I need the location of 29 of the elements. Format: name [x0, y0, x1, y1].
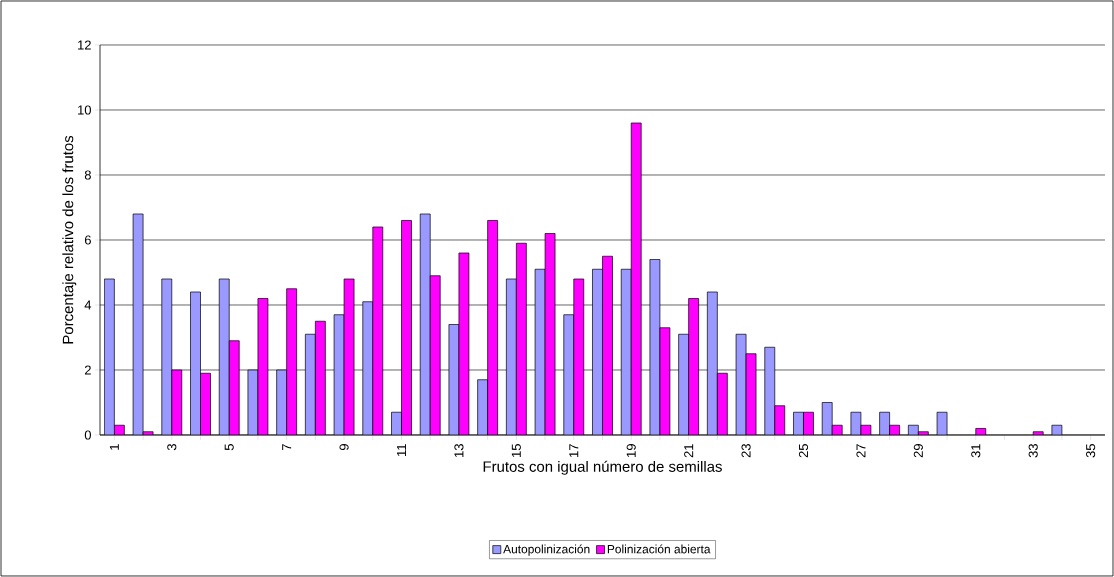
- y-tick-label: 12: [78, 40, 91, 50]
- x-axis-title: Frutos con igual número de semillas: [483, 460, 722, 475]
- x-tick-label: 17: [569, 444, 579, 457]
- x-tick-label: 35: [1086, 444, 1096, 458]
- x-tick-label: 13: [454, 444, 464, 457]
- legend-label: Autopolinización: [503, 544, 590, 556]
- x-tick-label: 19: [626, 444, 636, 457]
- x-tick-label: 31: [971, 444, 981, 458]
- legend-label: Polinización abierta: [607, 544, 711, 554]
- x-tick-label: 11: [397, 444, 406, 456]
- y-tick-label: 6: [84, 235, 91, 245]
- x-tick-label: 29: [913, 444, 923, 458]
- x-tick-label: 21: [684, 444, 694, 458]
- x-tick-label: 9: [339, 444, 349, 451]
- x-tick-label: 23: [741, 444, 751, 458]
- x-tick-label: 33: [1028, 444, 1038, 458]
- y-tick-label: 2: [84, 365, 91, 375]
- x-tick-label: 7: [282, 444, 292, 451]
- y-tick-label: 10: [78, 105, 91, 115]
- y-tick-label: 8: [84, 170, 91, 180]
- x-tick-label: 15: [511, 444, 521, 457]
- y-tick-label: 0: [84, 430, 91, 440]
- x-tick-label: 1: [109, 444, 119, 450]
- y-axis-title: Porcentaje relativo de los frutos: [62, 135, 77, 344]
- x-tick-label: 5: [224, 444, 234, 451]
- y-tick-label: 4: [84, 300, 92, 310]
- x-tick-label: 3: [167, 444, 177, 451]
- x-tick-label: 27: [856, 444, 866, 458]
- x-tick-label: 25: [798, 444, 809, 458]
